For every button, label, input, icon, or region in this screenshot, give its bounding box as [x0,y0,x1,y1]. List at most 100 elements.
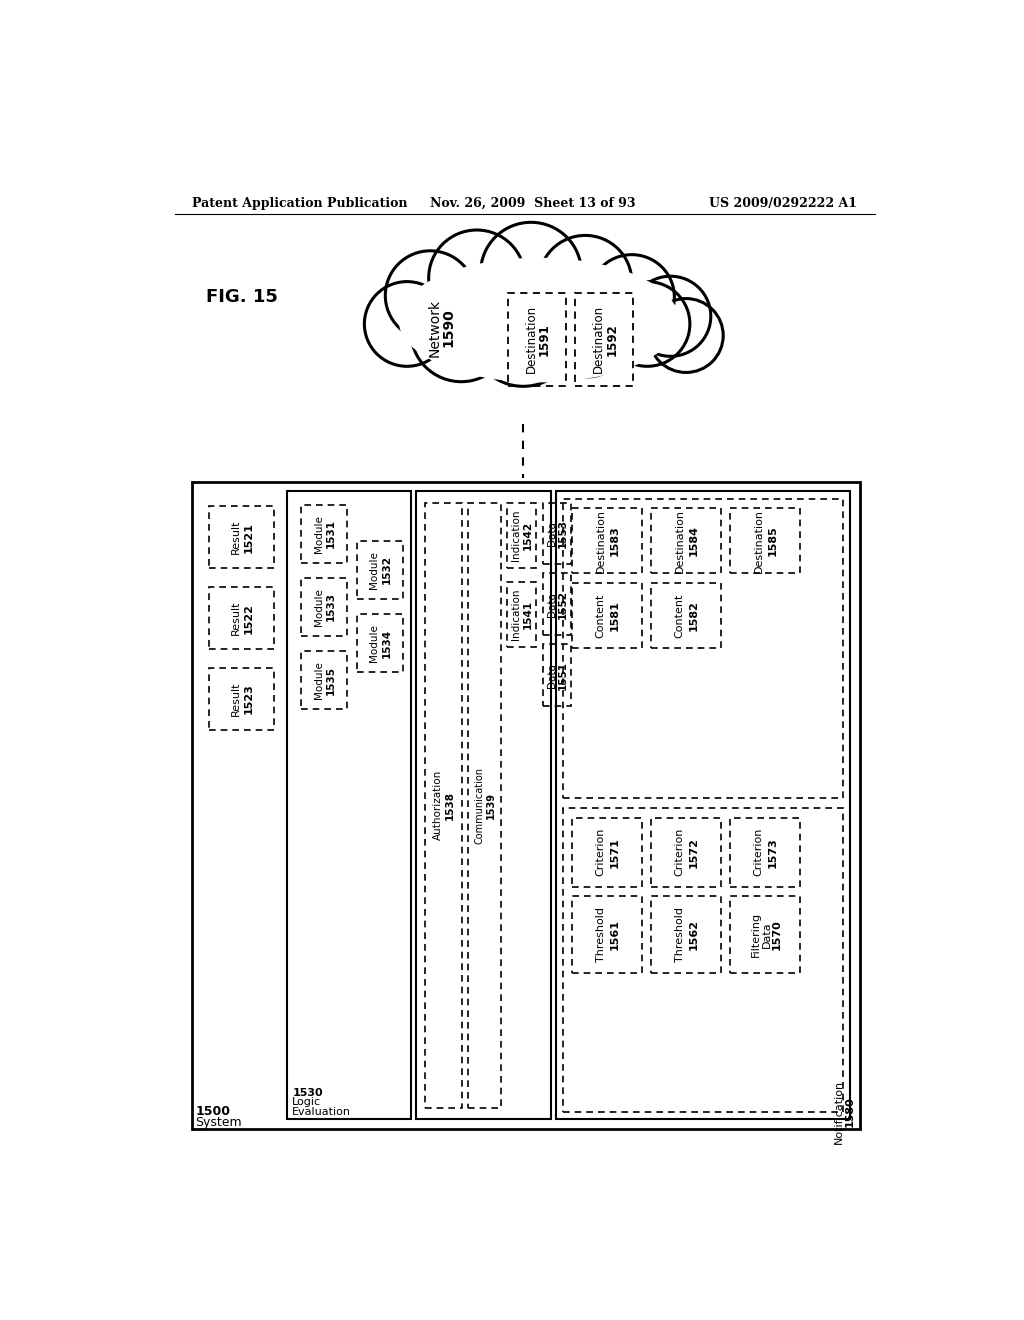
Text: Logic: Logic [292,1097,322,1107]
Bar [543,503,570,564]
Bar [730,508,800,573]
Text: 1500: 1500 [196,1105,230,1118]
Text: 1561: 1561 [609,919,620,950]
Text: Nov. 26, 2009  Sheet 13 of 93: Nov. 26, 2009 Sheet 13 of 93 [430,197,636,210]
Text: 1541: 1541 [523,601,532,630]
Text: 1571: 1571 [609,837,620,867]
Text: Destination: Destination [525,305,538,374]
Bar [468,503,501,1107]
Text: 1523: 1523 [244,684,254,714]
Text: Result: Result [231,520,241,554]
Text: Communication: Communication [474,767,484,843]
Bar [572,896,642,973]
Text: 1562: 1562 [689,919,698,950]
Text: 1530: 1530 [292,1088,323,1098]
Text: Filtering: Filtering [751,912,761,957]
Text: Data: Data [762,921,772,948]
Text: 1539: 1539 [485,792,496,818]
Text: 1553: 1553 [558,519,567,548]
Text: 1552: 1552 [558,590,567,619]
Bar [209,507,274,568]
Circle shape [385,251,475,341]
Text: Module: Module [313,515,324,553]
Text: Content: Content [675,593,685,638]
Bar [301,651,347,709]
Text: Module: Module [370,624,380,663]
Circle shape [411,281,512,381]
Circle shape [480,222,582,322]
Bar [730,817,800,887]
Text: 1534: 1534 [382,628,392,657]
Bar [507,582,537,647]
Text: Indication: Indication [511,589,521,640]
Bar [575,293,633,385]
Text: 1592: 1592 [605,323,618,355]
Text: Notification: Notification [835,1080,844,1143]
Bar [556,491,850,1119]
Circle shape [365,281,450,367]
Text: 1521: 1521 [244,521,254,553]
Text: FIG. 15: FIG. 15 [206,288,278,306]
Circle shape [429,230,524,326]
Text: Module: Module [313,587,324,626]
Bar [191,482,859,1129]
Circle shape [538,281,633,378]
Text: 1583: 1583 [609,525,620,556]
Text: 1533: 1533 [326,593,336,622]
Circle shape [604,281,690,367]
Text: 1581: 1581 [609,601,620,631]
Text: Content: Content [596,593,606,638]
Text: Data: Data [547,663,557,688]
Bar [651,582,721,648]
Text: 1522: 1522 [244,603,254,634]
Ellipse shape [399,259,678,381]
Text: Criterion: Criterion [754,828,764,876]
Text: 1590: 1590 [441,309,455,347]
Text: Data: Data [547,521,557,546]
Text: 1572: 1572 [689,837,698,867]
Bar [543,573,570,635]
Text: Destination: Destination [754,508,764,573]
Text: 1591: 1591 [538,323,551,355]
Text: Module: Module [370,550,380,589]
Text: 1584: 1584 [689,525,698,556]
Text: Destination: Destination [675,508,685,573]
Text: Criterion: Criterion [596,828,606,876]
Text: Module: Module [313,661,324,700]
Text: Destination: Destination [592,305,605,374]
Text: Authorization: Authorization [433,770,443,841]
Text: 1532: 1532 [382,556,392,585]
Bar [572,582,642,648]
Bar [572,508,642,573]
Text: Network: Network [427,298,441,356]
Text: 1585: 1585 [768,525,778,556]
Bar [301,578,347,636]
Text: Evaluation: Evaluation [292,1106,351,1117]
Bar [651,508,721,573]
Text: 1535: 1535 [326,665,336,694]
Bar [356,541,403,599]
Bar [563,808,844,1111]
Text: Patent Application Publication: Patent Application Publication [191,197,408,210]
Circle shape [589,255,675,339]
Bar [301,506,347,562]
Circle shape [630,276,711,356]
Text: 1542: 1542 [523,521,532,550]
Bar [572,817,642,887]
Bar [730,896,800,973]
Text: Destination: Destination [596,508,606,573]
Bar [543,644,570,706]
Text: Data: Data [547,591,557,616]
Circle shape [471,281,575,387]
Bar [356,614,403,672]
Text: 1580: 1580 [845,1097,855,1127]
Text: Criterion: Criterion [675,828,685,876]
Bar [425,503,462,1107]
Bar [651,896,721,973]
Text: Indication: Indication [511,510,521,561]
Bar [507,503,537,568]
Text: 1531: 1531 [326,519,336,548]
Text: Threshold: Threshold [675,907,685,962]
Text: 1551: 1551 [558,660,567,689]
Bar [209,668,274,730]
